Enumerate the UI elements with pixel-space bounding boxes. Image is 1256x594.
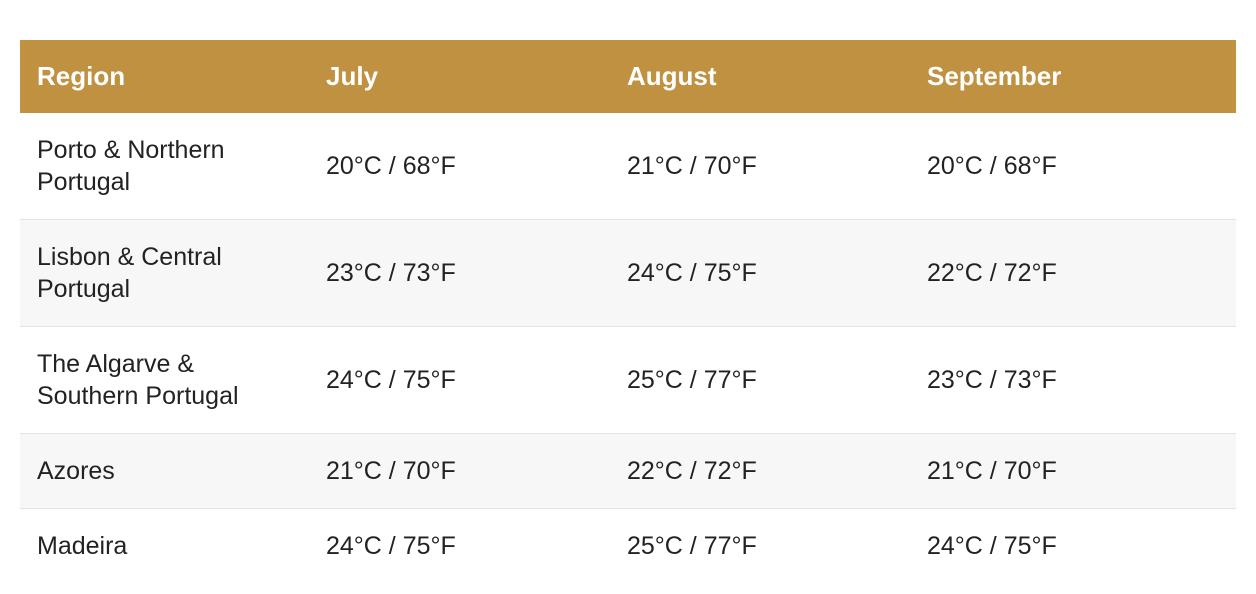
header-row: Region July August September xyxy=(20,40,1236,113)
temperature-cell: 21°C / 70°F xyxy=(309,433,610,509)
temperature-cell: 20°C / 68°F xyxy=(309,113,610,220)
temperature-cell: 23°C / 73°F xyxy=(309,219,610,327)
region-cell: Azores xyxy=(20,433,309,509)
temperature-cell: 22°C / 72°F xyxy=(910,219,1236,327)
table-row: The Algarve & Southern Portugal 24°C / 75… xyxy=(20,326,1236,434)
table-row: Porto & Northern Portugal 20°C / 68°F 21°C… xyxy=(20,113,1236,220)
temperature-cell: 24°C / 75°F xyxy=(927,532,1057,560)
table-row: Azores 21°C / 70°F 22°C / 72°F 21°C / 70°F xyxy=(20,433,1236,509)
region-cell: The Algarve & Southern Portugal xyxy=(20,326,309,434)
table-body: Porto & Northern Portugal 20°C / 68°F 21°C… xyxy=(20,113,1236,583)
table-row: Lisbon & Central Portugal 23°C / 73°F 24°C… xyxy=(20,219,1236,327)
region-cell: Lisbon & Central Portugal xyxy=(20,219,309,327)
temperature-cell: 24°C / 75°F xyxy=(309,326,610,434)
temperature-cell: 24°C / 75°F xyxy=(610,219,910,327)
temperature-cell: 24°C / 75°F xyxy=(326,532,456,560)
temperature-cell: 25°C / 77°F xyxy=(610,326,910,434)
temperature-cell: 20°C / 68°F xyxy=(910,113,1236,220)
temperature-table: Region July August September Porto & Northe… xyxy=(20,40,1236,583)
temperature-cell: 21°C / 70°F xyxy=(610,113,910,220)
column-header: Region xyxy=(20,40,309,113)
region-cell: Madeira xyxy=(37,532,128,560)
table-row: Madeira 24°C / 75°F 25°C / 77°F 24°C / 75°F xyxy=(20,509,1236,584)
table-header: Region July August September xyxy=(20,40,1236,113)
temperature-cell: 21°C / 70°F xyxy=(910,433,1236,509)
column-header: July xyxy=(309,40,610,113)
region-cell: Porto & Northern Portugal xyxy=(20,113,309,220)
column-header: August xyxy=(610,40,910,113)
column-header: September xyxy=(910,40,1236,113)
temperature-cell: 23°C / 73°F xyxy=(910,326,1236,434)
temperature-cell: 22°C / 72°F xyxy=(610,433,910,509)
temperature-cell: 25°C / 77°F xyxy=(627,532,757,560)
